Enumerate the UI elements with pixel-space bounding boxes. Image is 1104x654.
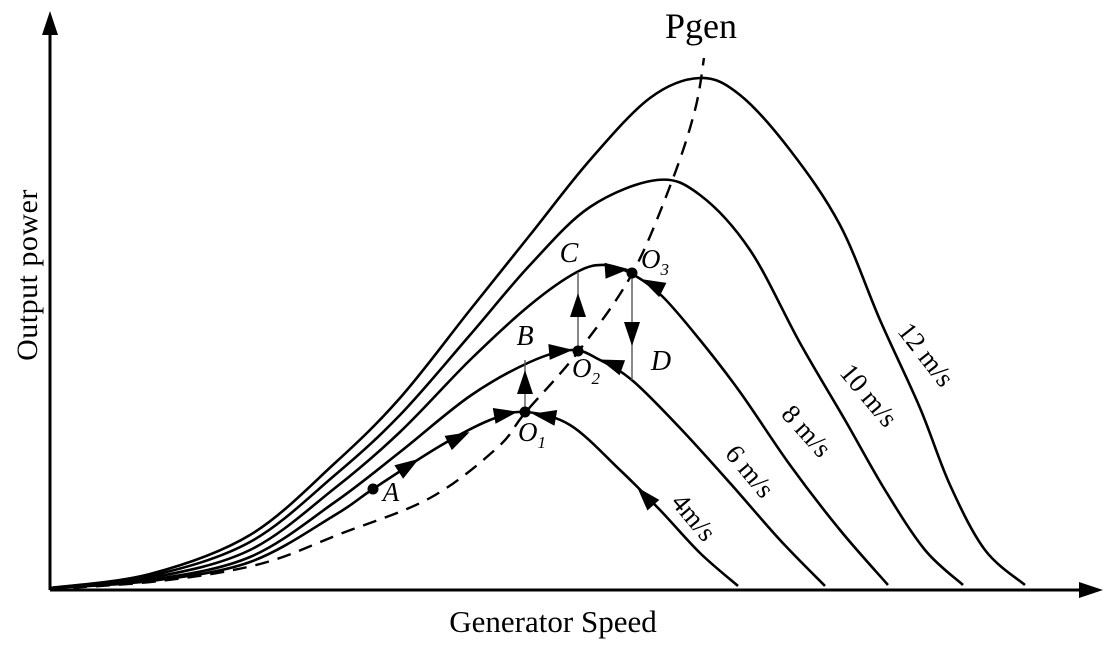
curve-12ms (49, 76, 1026, 590)
curve-4ms (49, 410, 739, 590)
flow-arrow-btoo2 (548, 343, 573, 360)
flow-arrow-descent4ms (637, 487, 660, 511)
curve-label-12ms: 12 m/s (892, 317, 960, 393)
transition-label-d: D (650, 346, 671, 377)
connector-arrow-o3toddown (624, 322, 640, 346)
flow-arrow-approacho1right (532, 410, 558, 426)
curve-label-4ms: 4m/s (666, 487, 723, 547)
flow-arrow-ctoo3 (604, 262, 629, 279)
connector-arrow-o2tocup (570, 293, 586, 317)
transition-label-b: B (516, 321, 533, 352)
point-dot-o2 (572, 345, 584, 357)
point-label-o2: O2 (572, 353, 601, 388)
curve-10ms (49, 178, 964, 590)
optimal-power-curve-dashed (49, 57, 706, 591)
flow-arrow-rising4ms2 (444, 432, 470, 451)
connector-arrow-o1tobup (517, 370, 533, 394)
x-axis-label: Generator Speed (449, 604, 657, 639)
point-label-a: A (381, 477, 400, 507)
pgen-curve-label: Pgen (665, 6, 737, 46)
y-axis-label: Output power (11, 189, 44, 361)
flow-arrow-rising4ms1 (394, 458, 419, 479)
curve-label-6ms: 6 m/s (719, 439, 780, 504)
flow-arrow-approacho2right (599, 359, 626, 376)
point-label-o1: O1 (518, 417, 546, 452)
y-axis-arrow (42, 11, 58, 35)
flow-arrow-approacho1left (492, 408, 518, 424)
point-dot-o3 (626, 267, 638, 279)
flow-arrow-approacho3right (641, 279, 667, 298)
point-dot-a (367, 483, 379, 495)
curve-label-8ms: 8 m/s (776, 399, 838, 463)
curve-8ms (49, 263, 889, 590)
curve-6ms (49, 348, 826, 590)
x-axis-arrow (1079, 582, 1103, 598)
point-dot-o1 (519, 406, 531, 418)
transition-label-c: C (560, 238, 579, 269)
point-label-o3: O3 (641, 244, 669, 279)
